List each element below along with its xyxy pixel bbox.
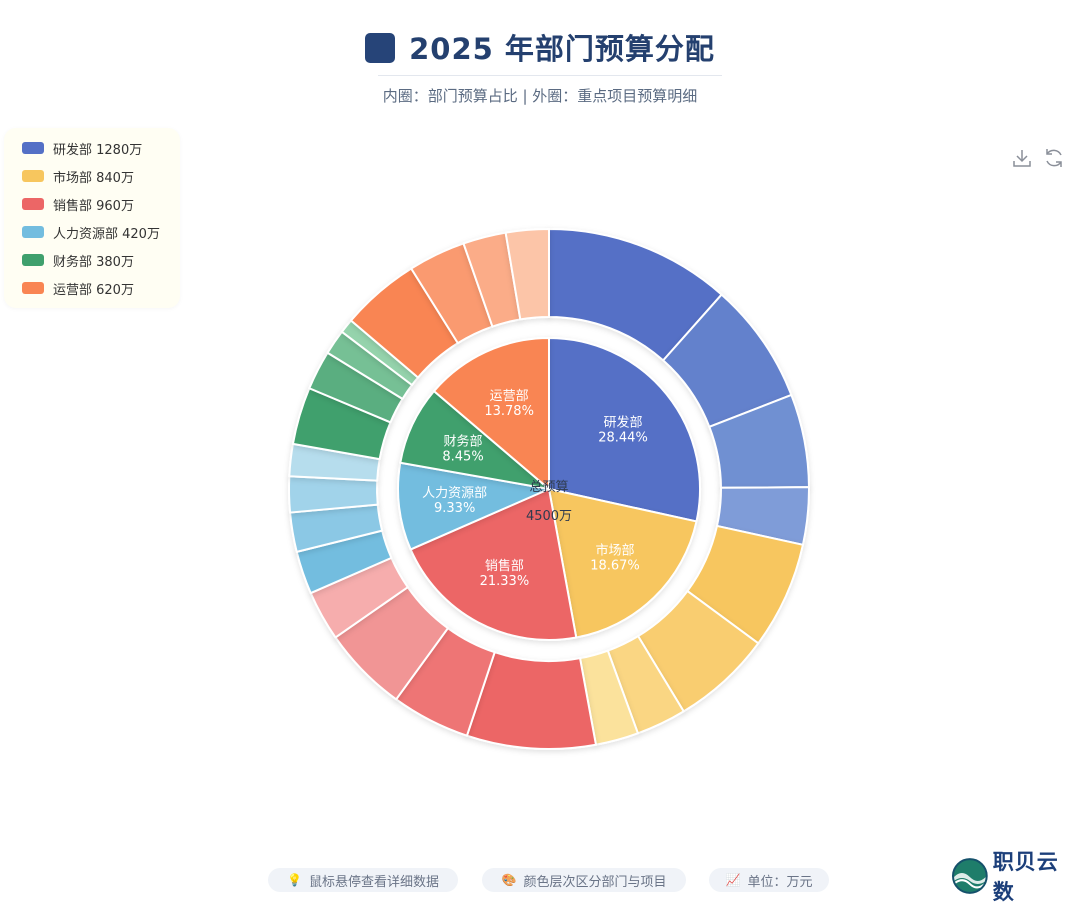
inner-slice-marketing[interactable] — [548, 488, 698, 639]
tip-unit: 📈 单位：万元 — [709, 868, 829, 892]
inner-label-name-finance: 财务部 — [444, 434, 483, 450]
legend-label: 市场部 840万 — [53, 170, 134, 186]
legend-label: 财务部 380万 — [53, 254, 134, 270]
tip-unit-text: 单位：万元 — [747, 874, 813, 890]
outer-slice-operations-4[interactable] — [504, 228, 550, 321]
center-total-value: 4500万 — [526, 509, 572, 524]
chart-toolbar — [1010, 146, 1070, 172]
tip-hover-text: 鼠标悬停查看详细数据 — [308, 874, 439, 890]
inner-label-percent-rd: 28.44% — [598, 430, 648, 445]
outer-ring — [288, 228, 810, 750]
legend-swatch — [22, 282, 44, 294]
legend-item-rd[interactable]: 研发部 1280万 — [22, 138, 142, 158]
legend-item-sales[interactable]: 销售部 960万 — [22, 194, 134, 214]
palette-icon: 🎨 — [501, 873, 517, 887]
brand-logo: 职贝云数 — [951, 850, 1080, 904]
inner-label-name-hr: 人力资源部 — [422, 486, 487, 501]
legend-item-hr[interactable]: 人力资源部 420万 — [22, 222, 160, 242]
inner-label-name-rd: 研发部 — [604, 414, 643, 430]
inner-label-percent-sales: 21.33% — [480, 574, 530, 589]
inner-slice-rd[interactable] — [548, 337, 701, 523]
inner-label-name-sales: 销售部 — [485, 558, 524, 574]
tip-hover: 💡 鼠标悬停查看详细数据 — [268, 868, 458, 892]
inner-ring — [397, 337, 701, 641]
legend-item-finance[interactable]: 财务部 380万 — [22, 250, 134, 270]
chart-title-text: 2025 年部门预算分配 — [409, 32, 715, 66]
lightbulb-icon: 💡 — [287, 873, 302, 887]
legend-item-operations[interactable]: 运营部 620万 — [22, 278, 134, 298]
logo-globe-icon — [951, 858, 988, 894]
inner-label-percent-finance: 8.45% — [442, 450, 483, 465]
inner-label-name-marketing: 市场部 — [595, 542, 634, 558]
title-divider — [378, 75, 722, 76]
chart-icon: 📈 — [725, 873, 741, 887]
inner-slice-operations[interactable] — [433, 337, 550, 490]
chart-subtitle: 内圈：部门预算占比 | 外圈：重点项目预算明细 — [382, 87, 698, 105]
inner-label-percent-operations: 13.78% — [484, 404, 534, 419]
inner-label-percent-marketing: 18.67% — [590, 558, 640, 573]
inner-slice-hr[interactable] — [397, 461, 550, 551]
legend-label: 销售部 960万 — [53, 198, 134, 214]
title-square-icon — [365, 33, 396, 63]
legend-label: 运营部 620万 — [53, 282, 134, 298]
legend-swatch — [22, 142, 44, 154]
chart-title: 2025 年部门预算分配 — [0, 26, 1080, 68]
legend: 研发部 1280万 市场部 840万 销售部 960万人力资源部 420万 财务部 3… — [4, 128, 180, 308]
legend-swatch — [22, 198, 44, 210]
brand-name: 职贝云数 — [992, 850, 1059, 904]
refresh-icon[interactable] — [1042, 146, 1066, 170]
tip-colors: 🎨 颜色层次区分部门与项目 — [482, 868, 686, 892]
legend-swatch — [22, 170, 44, 182]
center-total-label: 总预算 — [529, 480, 568, 495]
legend-label: 人力资源部 420万 — [53, 226, 160, 242]
download-icon[interactable] — [1010, 146, 1034, 170]
tip-colors-text: 颜色层次区分部门与项目 — [523, 874, 667, 890]
legend-label: 研发部 1280万 — [53, 142, 143, 158]
legend-swatch — [22, 254, 44, 266]
inner-slice-sales[interactable] — [409, 488, 578, 641]
inner-label-name-operations: 运营部 — [490, 389, 529, 404]
inner-label-percent-hr: 9.33% — [434, 501, 475, 516]
legend-swatch — [22, 226, 44, 238]
footer-tips: 💡 鼠标悬停查看详细数据 🎨 颜色层次区分部门与项目 📈 单位：万元 — [0, 866, 1080, 892]
legend-item-marketing[interactable]: 市场部 840万 — [22, 166, 134, 186]
